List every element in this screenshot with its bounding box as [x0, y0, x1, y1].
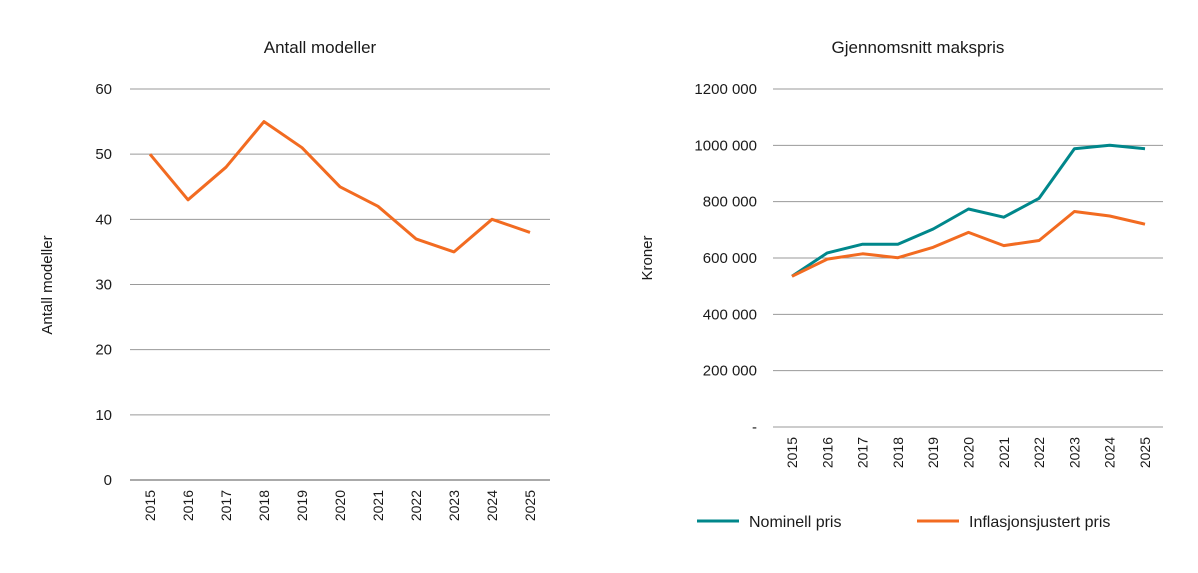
- chart-title: Antall modeller: [264, 38, 377, 57]
- y-tick-label: 800 000: [703, 194, 757, 211]
- x-tick-label: 2017: [218, 490, 234, 521]
- x-tick-label: 2019: [294, 490, 310, 521]
- x-tick-label: 2018: [256, 490, 272, 521]
- x-tick-label: 2025: [1137, 437, 1153, 468]
- legend-label: Inflasjonsjustert pris: [969, 514, 1110, 531]
- x-tick-label: 2019: [925, 437, 941, 468]
- x-tick-label: 2020: [961, 437, 977, 468]
- y-tick-label: 400 000: [703, 306, 757, 323]
- y-tick-label: 1200 000: [694, 81, 757, 98]
- x-tick-label: 2023: [446, 490, 462, 521]
- x-tick-label: 2020: [332, 490, 348, 521]
- y-tick-label: 0: [104, 472, 112, 489]
- y-tick-label: 200 000: [703, 363, 757, 380]
- y-axis-label: Kroner: [639, 235, 656, 280]
- x-tick-label: 2025: [522, 490, 538, 521]
- x-tick-label: 2022: [408, 490, 424, 521]
- x-tick-label: 2023: [1066, 437, 1082, 468]
- x-tick-label: 2016: [819, 437, 835, 468]
- x-tick-label: 2016: [180, 490, 196, 521]
- y-axis-label: Antall modeller: [39, 235, 56, 334]
- y-tick-label: 10: [95, 407, 112, 424]
- x-tick-label: 2018: [890, 437, 906, 468]
- y-tick-label: 600 000: [703, 250, 757, 267]
- y-tick-label: 20: [95, 342, 112, 359]
- x-tick-label: 2021: [996, 437, 1012, 468]
- y-tick-label: 60: [95, 81, 112, 98]
- y-tick-label: 50: [95, 146, 112, 163]
- series-line-inflasjonsjustert-pris: [792, 212, 1145, 277]
- y-tick-label: 30: [95, 277, 112, 294]
- x-tick-label: 2024: [484, 490, 500, 521]
- x-tick-label: 2015: [142, 490, 158, 521]
- x-tick-label: 2024: [1102, 437, 1118, 468]
- chart-title: Gjennomsnitt makspris: [832, 38, 1005, 57]
- y-tick-label: 1000 000: [694, 137, 757, 154]
- x-tick-label: 2017: [855, 437, 871, 468]
- y-tick-label: -: [752, 419, 757, 436]
- legend-label: Nominell pris: [749, 514, 841, 531]
- x-tick-label: 2015: [784, 437, 800, 468]
- y-tick-label: 40: [95, 211, 112, 228]
- x-tick-label: 2021: [370, 490, 386, 521]
- x-tick-label: 2022: [1031, 437, 1047, 468]
